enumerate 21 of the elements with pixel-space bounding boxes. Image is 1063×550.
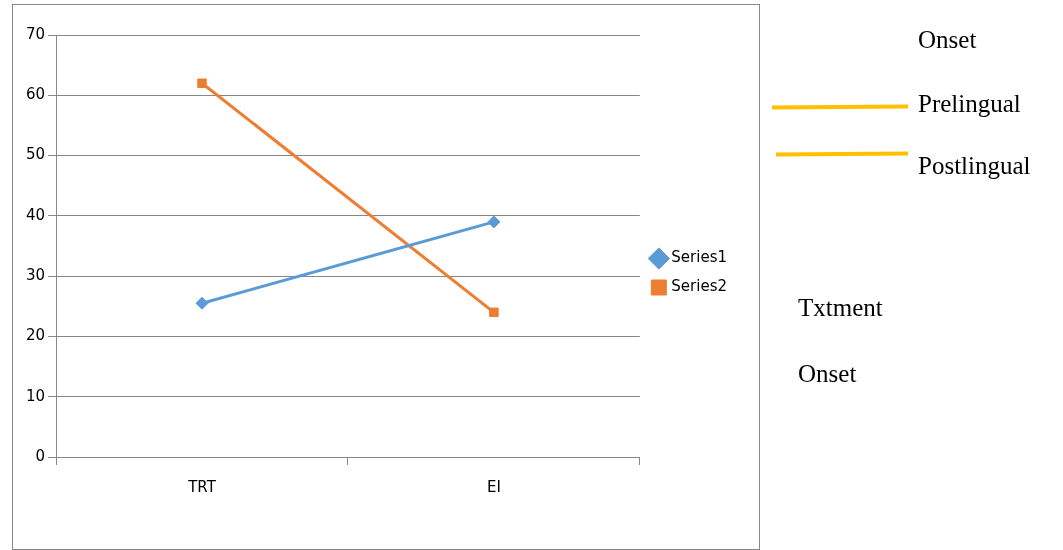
y-tick-label: 40 xyxy=(25,205,46,224)
y-tick-label: 70 xyxy=(25,24,46,43)
legend-label: Series2 xyxy=(671,277,727,296)
x-tick-label: TRT xyxy=(187,477,217,496)
text: Onset xyxy=(798,360,857,388)
text: Txtment xyxy=(798,294,883,322)
point xyxy=(487,215,501,229)
y-tick-label: 60 xyxy=(25,85,46,104)
y-tick-label: 10 xyxy=(25,386,46,405)
point xyxy=(195,296,209,310)
text: Postlingual xyxy=(918,152,1031,180)
y-tick-label: 50 xyxy=(25,145,46,164)
text: Prelingual xyxy=(918,90,1021,118)
legend-label: Series1 xyxy=(671,248,727,267)
point xyxy=(489,307,499,318)
x-tick-label: EI xyxy=(486,477,501,496)
y-tick-label: 0 xyxy=(35,446,46,465)
y-tick-label: 30 xyxy=(25,266,46,285)
y-tick-label: 20 xyxy=(25,326,46,345)
text: Onset xyxy=(918,26,977,54)
point xyxy=(197,78,207,88)
